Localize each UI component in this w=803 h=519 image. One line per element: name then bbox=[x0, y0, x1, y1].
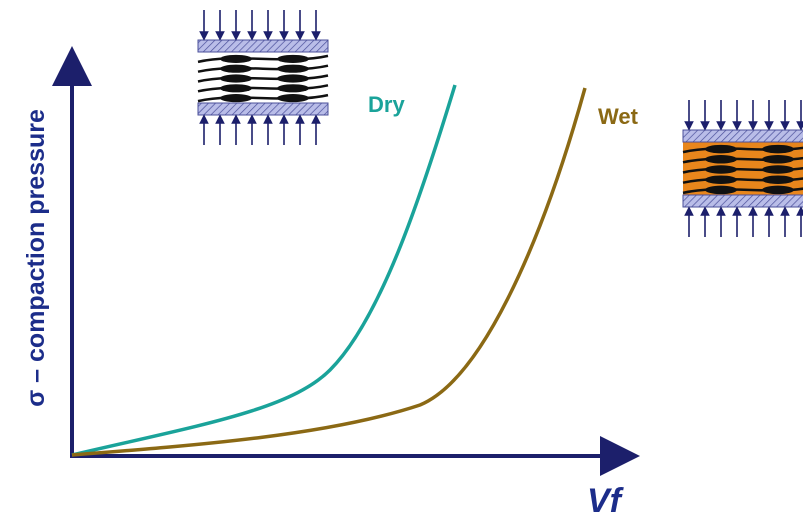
fiber-bundle bbox=[705, 175, 737, 184]
dry-curve bbox=[72, 85, 455, 455]
fiber-bundle bbox=[277, 94, 309, 102]
dry-label: Dry bbox=[368, 92, 405, 117]
wet-label: Wet bbox=[598, 104, 639, 129]
fiber-bundle bbox=[220, 55, 252, 63]
press-plate bbox=[198, 40, 328, 52]
fiber-bundle bbox=[220, 84, 252, 92]
x-axis-label: Vf bbox=[587, 482, 625, 519]
press-plate bbox=[683, 130, 803, 142]
fiber-bundle bbox=[705, 155, 737, 164]
press-plate bbox=[683, 195, 803, 207]
fiber-bundle bbox=[220, 94, 252, 102]
fiber-bundle bbox=[762, 186, 794, 195]
fiber-bundle bbox=[705, 145, 737, 154]
fiber-bundle bbox=[762, 175, 794, 184]
fiber-bundle bbox=[277, 65, 309, 73]
fiber-bundle bbox=[220, 65, 252, 73]
y-axis-label: σ – compaction pressure bbox=[22, 109, 50, 407]
fiber-bundle bbox=[277, 84, 309, 92]
page: σ – compaction pressure Vf Dry Wet (() =… bbox=[0, 0, 803, 519]
fiber-bundle bbox=[762, 155, 794, 164]
fiber-bundle bbox=[762, 165, 794, 174]
fiber-bundle bbox=[705, 186, 737, 195]
press-plate bbox=[198, 103, 328, 115]
wet-curve bbox=[72, 88, 585, 455]
fiber-bundle bbox=[762, 145, 794, 154]
fiber-bundle bbox=[277, 55, 309, 63]
fiber-bundle bbox=[277, 74, 309, 82]
fiber-bundle bbox=[705, 165, 737, 174]
diagram: σ – compaction pressure Vf Dry Wet bbox=[0, 0, 803, 519]
fiber-bundle bbox=[220, 74, 252, 82]
